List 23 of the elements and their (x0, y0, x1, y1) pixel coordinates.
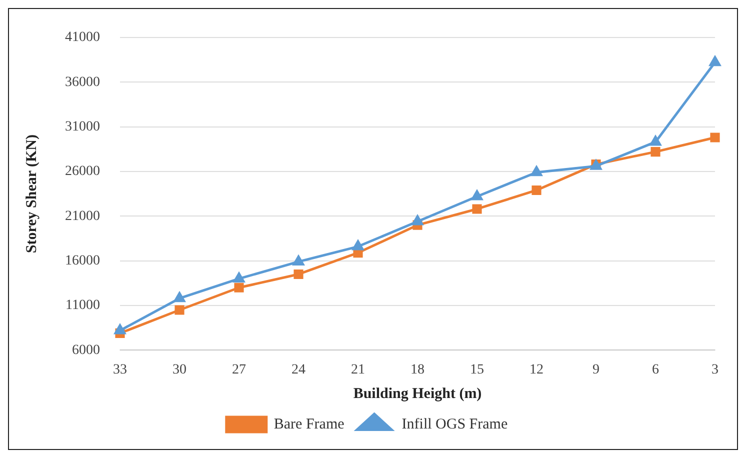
x-tick-label: 3 (712, 362, 718, 378)
x-tick-label: 30 (172, 362, 186, 378)
y-tick-label: 26000 (65, 164, 100, 180)
y-axis-title: Storey Shear (KN) (24, 134, 40, 254)
x-tick-label: 21 (351, 362, 365, 378)
x-tick-label: 24 (292, 362, 306, 378)
x-tick-label: 18 (410, 362, 424, 378)
y-tick-label: 21000 (65, 208, 100, 224)
x-tick-label: 15 (470, 362, 484, 378)
x-tick-label: 27 (232, 362, 246, 378)
x-tick-label: 6 (652, 362, 659, 378)
y-tick-label: 31000 (65, 119, 100, 134)
legend-label: Bare Frame (274, 416, 345, 432)
x-axis-title: Building Height (m) (353, 386, 482, 402)
y-tick-label: 6000 (72, 342, 100, 358)
y-tick-label: 36000 (65, 74, 100, 90)
legend-label: Infill OGS Frame (402, 416, 508, 432)
y-tick-label: 16000 (65, 254, 100, 268)
y-tick-label: 11000 (66, 298, 100, 314)
x-tick-label: 9 (592, 362, 600, 378)
x-tick-label: 33 (113, 362, 127, 378)
y-tick-label: 41000 (65, 30, 100, 46)
x-tick-label: 12 (530, 362, 544, 378)
